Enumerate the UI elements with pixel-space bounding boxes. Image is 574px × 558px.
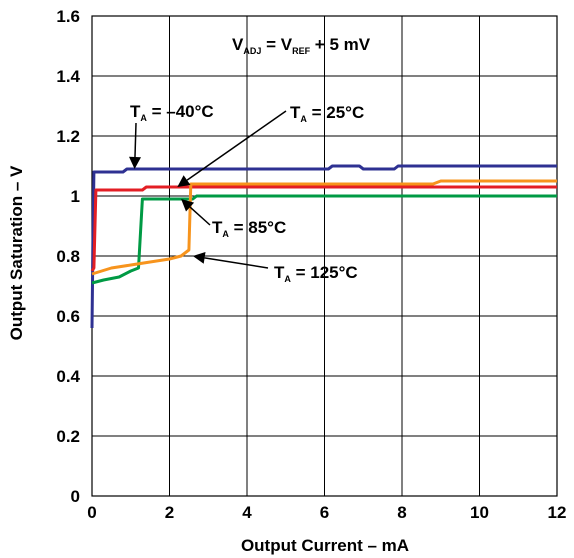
annotation-arrow-line (189, 206, 211, 226)
x-tick-label: 10 (470, 503, 489, 522)
annotation-arrow-head (129, 156, 141, 169)
series-line-1 (90, 185, 557, 272)
y-tick-label: 0.6 (56, 307, 80, 326)
series-line-2 (91, 194, 557, 285)
y-tick-label: 1.6 (56, 7, 80, 26)
y-axis-label: Output Saturation – V (7, 165, 26, 340)
annotation-arrow-head (192, 252, 206, 264)
annotations: TA = –40°C TA = 25°C TA = 85°C TA = 125°C (129, 102, 364, 284)
annotation-arrow-line (134, 122, 137, 158)
y-tick-label: 1.4 (56, 67, 80, 86)
annotation-3: TA = 125°C (192, 252, 358, 284)
x-tick-label: 12 (548, 503, 567, 522)
annotation-arrow-head (181, 199, 195, 212)
annotation-arrow-line (204, 257, 269, 269)
x-tick-label: 2 (165, 503, 174, 522)
y-tick-label: 1 (71, 187, 80, 206)
series-line-3 (91, 179, 557, 276)
annotation-0: TA = –40°C (129, 102, 214, 169)
x-tick-label: 4 (242, 503, 252, 522)
annotation-2: TA = 85°C (181, 199, 286, 239)
annotation-arrow-head (177, 175, 191, 187)
y-tick-label: 0.8 (56, 247, 80, 266)
y-tick-label: 1.2 (56, 127, 80, 146)
annotation-label: TA = 85°C (212, 218, 286, 239)
annotation-label: TA = 125°C (274, 263, 358, 284)
y-tick-label: 0.2 (56, 427, 80, 446)
y-tick-label: 0.4 (56, 367, 80, 386)
y-tick-label: 0 (71, 487, 80, 506)
x-axis-label: Output Current – mA (241, 536, 409, 555)
grid (92, 16, 557, 496)
tick-labels: 0 2 4 6 8 10 12 0 0.2 0.4 0.6 0.8 1 1.2 1.4 1.6 (56, 7, 566, 522)
annotation-1: TA = 25°C (177, 103, 364, 187)
annotation-label: TA = –40°C (130, 102, 214, 123)
x-tick-label: 8 (397, 503, 406, 522)
annotation-label: TA = 25°C (290, 103, 364, 124)
annotation-arrow-line (186, 110, 287, 181)
x-tick-label: 0 (87, 503, 96, 522)
series-layer (90, 164, 557, 329)
x-tick-label: 6 (320, 503, 329, 522)
condition-label: VADJ = VREF + 5 mV (232, 35, 371, 56)
series-line-0 (90, 164, 557, 329)
